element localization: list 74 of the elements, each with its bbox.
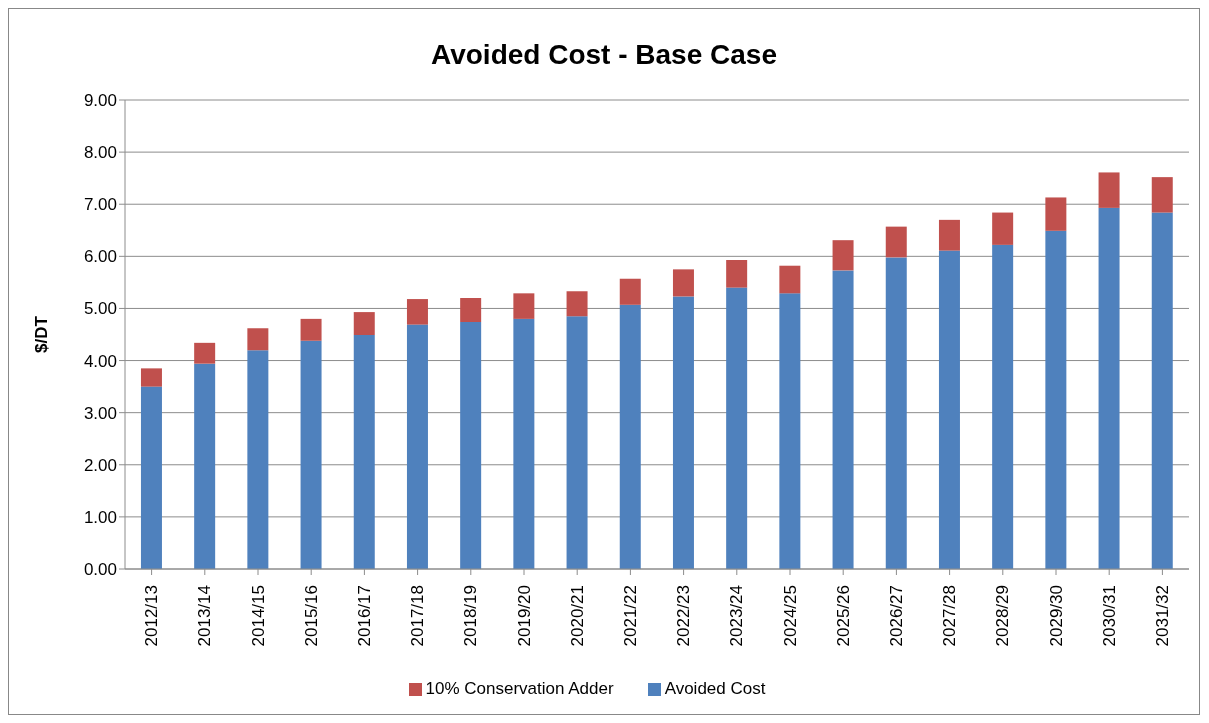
y-tick-label: 3.00 [83,403,117,423]
bar [513,293,535,319]
bar [885,257,907,569]
bar [1098,207,1120,569]
bar [992,244,1014,569]
bar [247,328,269,351]
bar [194,363,216,569]
y-axis-title: $/DT [32,315,52,353]
bar [672,296,694,569]
bar [1045,230,1067,569]
y-tick-label: 7.00 [83,195,117,215]
legend-label: Avoided Cost [664,679,766,698]
y-tick-label: 5.00 [83,299,117,319]
x-tick-label: 2018/19 [461,585,481,647]
bar [566,316,588,569]
x-tick-label: 2012/13 [142,585,162,647]
bar [885,226,907,258]
x-tick-label: 2013/14 [195,585,215,647]
x-tick-label: 2022/23 [674,585,694,647]
bar [406,299,428,325]
x-tick-label: 2024/25 [780,585,800,647]
bar [300,318,322,341]
bar [726,259,748,288]
x-tick-label: 2029/30 [1046,585,1066,647]
x-tick-label: 2014/15 [248,585,268,647]
bar [672,269,694,297]
bar [194,342,216,364]
bar [1045,197,1067,231]
bar [992,212,1014,245]
bar [1151,177,1173,213]
y-tick-label: 9.00 [83,91,117,111]
x-tick-label: 2021/22 [620,585,640,647]
bar [938,219,960,251]
bar [566,291,588,317]
y-tick-label: 4.00 [83,351,117,371]
bar [726,287,748,569]
x-tick-label: 2019/20 [514,585,534,647]
bar [140,386,162,569]
bar [300,340,322,569]
bar [1151,212,1173,569]
x-tick-label: 2030/31 [1099,585,1119,647]
bar [513,318,535,569]
x-tick-label: 2017/18 [408,585,428,647]
bar [353,335,375,569]
bar [832,240,854,271]
bar [779,265,801,294]
x-tick-label: 2015/16 [301,585,321,647]
chart-title: Avoided Cost - Base Case [430,39,778,71]
y-tick-label: 0.00 [83,560,117,580]
x-tick-label: 2028/29 [993,585,1013,647]
x-tick-label: 2031/32 [1152,585,1172,647]
x-tick-label: 2027/28 [940,585,960,647]
x-tick-label: 2026/27 [886,585,906,647]
bar [619,304,641,569]
bar [460,298,482,322]
bar [353,312,375,336]
x-tick-label: 2020/21 [567,585,587,647]
y-tick-label: 6.00 [83,247,117,267]
bar [779,293,801,569]
x-tick-label: 2016/17 [354,585,374,647]
bar [460,321,482,569]
y-tick-label: 2.00 [83,455,117,475]
y-tick-label: 1.00 [83,507,117,527]
bar [619,278,641,305]
bar [406,324,428,569]
bar [1098,172,1120,208]
bar [832,270,854,569]
legend-label: 10% Conservation Adder [425,679,614,698]
bar [140,368,162,387]
bar [247,350,269,569]
y-tick-label: 8.00 [83,143,117,163]
bar [938,250,960,569]
x-tick-label: 2025/26 [833,585,853,647]
x-tick-label: 2023/24 [727,585,747,647]
